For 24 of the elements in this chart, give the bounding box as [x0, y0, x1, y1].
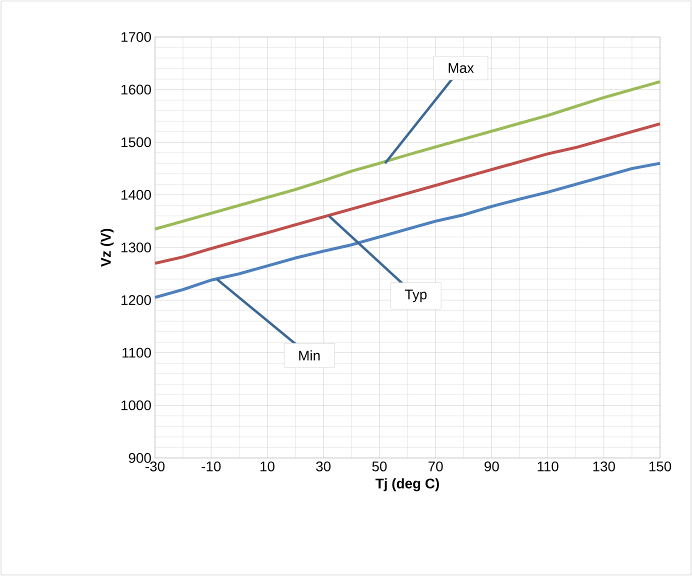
x-tick-label: 130 — [593, 461, 615, 472]
x-tick-label: 10 — [260, 461, 274, 472]
y-tick-label: 1100 — [122, 348, 151, 358]
annotation: Typ — [404, 290, 427, 302]
y-axis-title: Vz (V) — [100, 228, 114, 267]
y-tick-label: 900 — [128, 453, 151, 463]
y-tick-label: 1300 — [122, 242, 151, 252]
y-tick-label: 1400 — [122, 190, 151, 200]
annotation: Min — [299, 350, 320, 360]
x-tick-label: 50 — [372, 461, 387, 472]
x-tick-label: 150 — [649, 461, 672, 472]
x-axis-title: Tj (deg C) — [376, 478, 439, 492]
annotation: Max — [448, 63, 474, 73]
y-tick-label: 1000 — [122, 400, 151, 410]
y-tick-label: 1500 — [122, 137, 151, 148]
y-tick-label: 1600 — [122, 84, 151, 95]
x-tick-label: 30 — [316, 461, 331, 472]
x-tick-label: -30 — [146, 461, 165, 472]
x-tick-label: -10 — [202, 461, 221, 472]
x-tick-label: 70 — [428, 461, 443, 472]
y-tick-label: 1200 — [122, 295, 151, 306]
y-tick-label: 1700 — [122, 32, 151, 42]
x-tick-label: 110 — [538, 461, 558, 472]
x-tick-label: 90 — [484, 461, 499, 472]
